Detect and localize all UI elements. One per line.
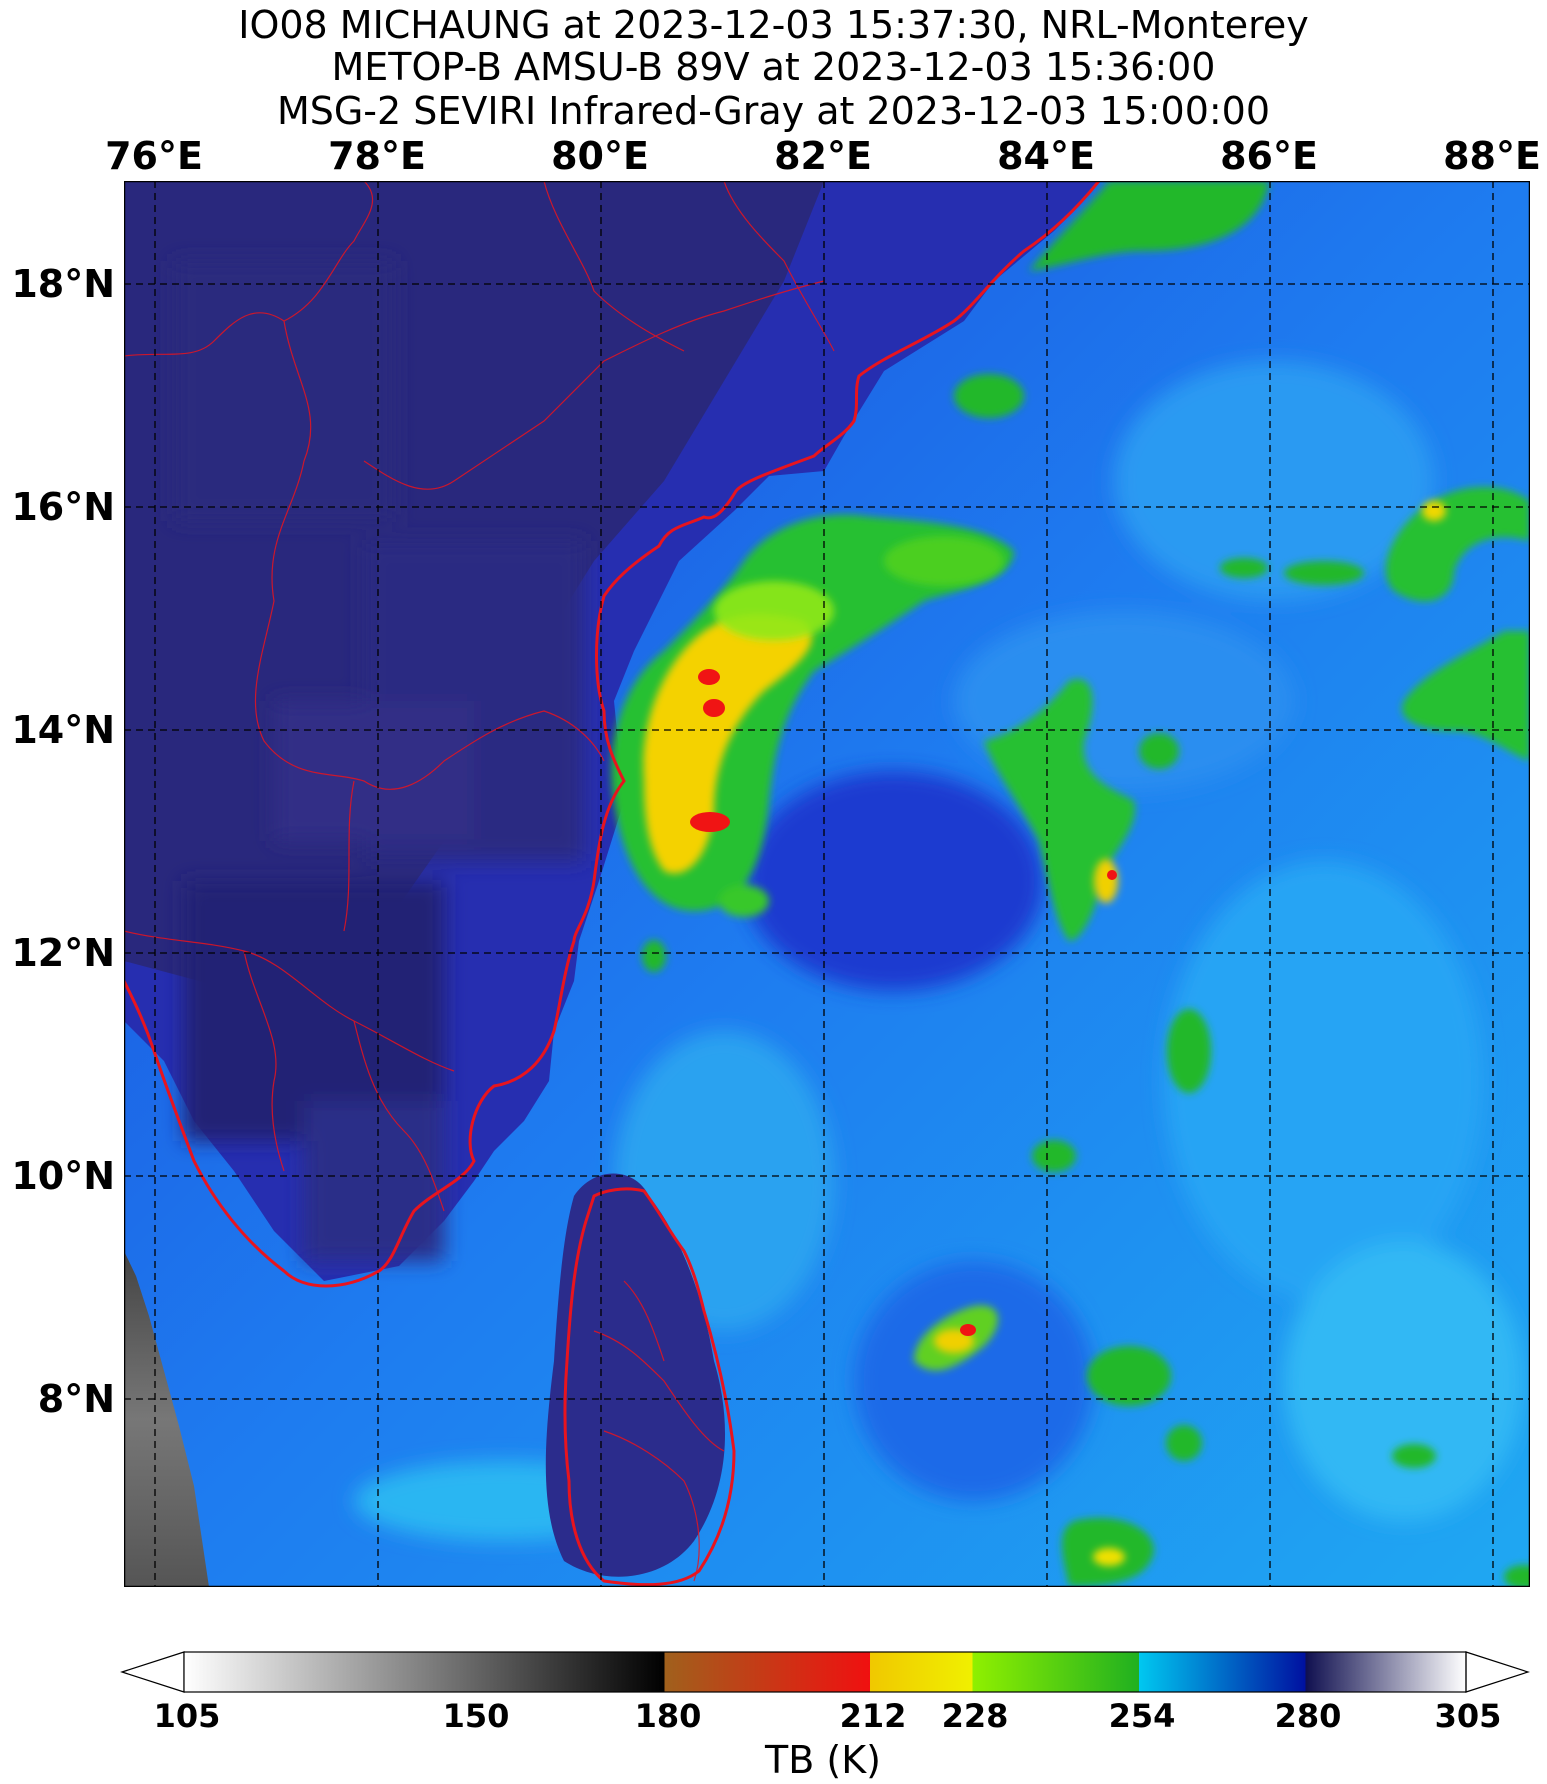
colorbar-tick-212: 212 — [839, 1697, 907, 1735]
colorbar-tick-228: 228 — [941, 1697, 1009, 1735]
colorbar-under-arrow — [120, 1651, 185, 1693]
colorbar-gradient — [184, 1652, 1466, 1692]
gridlines — [124, 181, 1530, 1587]
lat-label-10n: 10°N — [11, 1154, 115, 1198]
lat-label-12n: 12°N — [11, 931, 115, 975]
lon-label-84e: 84°E — [997, 134, 1095, 178]
colorbar-tick-280: 280 — [1274, 1697, 1342, 1735]
lon-label-78e: 78°E — [328, 134, 426, 178]
map-frame — [124, 181, 1530, 1587]
lon-label-76e: 76°E — [105, 134, 203, 178]
coastlines — [124, 181, 1101, 1587]
title-line-2: METOP-B AMSU-B 89V at 2023-12-03 15:36:0… — [331, 45, 1216, 89]
land-mass — [124, 181, 1099, 1577]
colorbar-tick-254: 254 — [1108, 1697, 1176, 1735]
colorbar — [120, 1651, 1530, 1693]
colorbar-tick-105: 105 — [153, 1697, 221, 1735]
colorbar-tick-150: 150 — [442, 1697, 510, 1735]
colorbar-tick-305: 305 — [1434, 1697, 1502, 1735]
colorbar-over-arrow — [1465, 1651, 1530, 1693]
lat-label-16n: 16°N — [11, 485, 115, 529]
convection-red — [690, 669, 1117, 1336]
colorbar-label: TB (K) — [765, 1738, 881, 1782]
colorbar-tick-180: 180 — [634, 1697, 702, 1735]
lon-label-82e: 82°E — [774, 134, 872, 178]
lon-label-88e: 88°E — [1443, 134, 1541, 178]
satellite-map — [124, 181, 1530, 1587]
title-line-1: IO08 MICHAUNG at 2023-12-03 15:37:30, NR… — [238, 3, 1309, 47]
lat-label-8n: 8°N — [37, 1377, 115, 1421]
ir-gray-strip — [124, 1251, 209, 1587]
lat-label-14n: 14°N — [11, 708, 115, 752]
lon-label-86e: 86°E — [1220, 134, 1318, 178]
lat-label-18n: 18°N — [11, 262, 115, 306]
lon-label-80e: 80°E — [551, 134, 649, 178]
title-line-3: MSG-2 SEVIRI Infrared-Gray at 2023-12-03… — [276, 89, 1271, 133]
